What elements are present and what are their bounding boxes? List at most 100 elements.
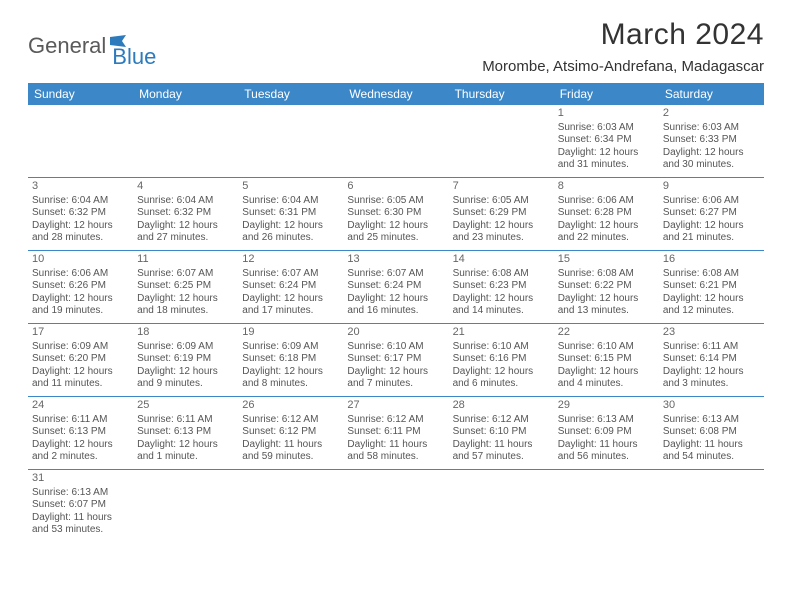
day-info-line: Daylight: 12 hours: [347, 220, 444, 233]
day-info-line: Sunrise: 6:13 AM: [663, 414, 760, 427]
day-info-line: and 4 minutes.: [558, 378, 655, 391]
day-info-line: Daylight: 12 hours: [137, 220, 234, 233]
location: Morombe, Atsimo-Andrefana, Madagascar: [482, 58, 764, 75]
day-info-line: and 14 minutes.: [453, 305, 550, 318]
day-info-line: Sunrise: 6:10 AM: [347, 341, 444, 354]
day-info-line: Daylight: 12 hours: [242, 220, 339, 233]
day-info-line: Sunrise: 6:11 AM: [663, 341, 760, 354]
day-cell: 9Sunrise: 6:06 AMSunset: 6:27 PMDaylight…: [659, 178, 764, 250]
day-info-line: Sunrise: 6:06 AM: [663, 195, 760, 208]
day-number: 3: [32, 180, 129, 194]
calendar: SundayMondayTuesdayWednesdayThursdayFrid…: [28, 83, 764, 542]
empty-day-cell: [343, 470, 448, 542]
day-info-line: and 16 minutes.: [347, 305, 444, 318]
day-info-line: Daylight: 12 hours: [663, 147, 760, 160]
day-number: 27: [347, 399, 444, 413]
day-info-line: Sunrise: 6:07 AM: [347, 268, 444, 281]
day-info-line: Sunrise: 6:07 AM: [242, 268, 339, 281]
day-info-line: Daylight: 12 hours: [137, 439, 234, 452]
day-number: 12: [242, 253, 339, 267]
day-info-line: Sunset: 6:09 PM: [558, 426, 655, 439]
day-info-line: and 26 minutes.: [242, 232, 339, 245]
day-info-line: Sunrise: 6:05 AM: [347, 195, 444, 208]
day-info-line: Daylight: 11 hours: [558, 439, 655, 452]
day-info-line: Sunrise: 6:10 AM: [453, 341, 550, 354]
day-info-line: and 57 minutes.: [453, 451, 550, 464]
day-cell: 8Sunrise: 6:06 AMSunset: 6:28 PMDaylight…: [554, 178, 659, 250]
day-number: 19: [242, 326, 339, 340]
week-row: 3Sunrise: 6:04 AMSunset: 6:32 PMDaylight…: [28, 178, 764, 251]
weekday-header: Friday: [554, 83, 659, 105]
day-cell: 20Sunrise: 6:10 AMSunset: 6:17 PMDayligh…: [343, 324, 448, 396]
day-info-line: and 28 minutes.: [32, 232, 129, 245]
weeks-container: 1Sunrise: 6:03 AMSunset: 6:34 PMDaylight…: [28, 105, 764, 542]
weekday-header: Tuesday: [238, 83, 343, 105]
day-number: 7: [453, 180, 550, 194]
day-info-line: Sunset: 6:16 PM: [453, 353, 550, 366]
day-info-line: Daylight: 12 hours: [558, 366, 655, 379]
day-info-line: Sunset: 6:13 PM: [32, 426, 129, 439]
day-info-line: Daylight: 12 hours: [347, 293, 444, 306]
day-info-line: Daylight: 12 hours: [663, 220, 760, 233]
day-info-line: and 54 minutes.: [663, 451, 760, 464]
day-info-line: and 21 minutes.: [663, 232, 760, 245]
day-info-line: and 1 minute.: [137, 451, 234, 464]
day-info-line: Sunrise: 6:06 AM: [558, 195, 655, 208]
day-number: 4: [137, 180, 234, 194]
day-info-line: and 56 minutes.: [558, 451, 655, 464]
day-number: 25: [137, 399, 234, 413]
day-number: 30: [663, 399, 760, 413]
day-info-line: and 11 minutes.: [32, 378, 129, 391]
day-cell: 28Sunrise: 6:12 AMSunset: 6:10 PMDayligh…: [449, 397, 554, 469]
day-info-line: Sunset: 6:19 PM: [137, 353, 234, 366]
day-info-line: and 3 minutes.: [663, 378, 760, 391]
day-info-line: Sunrise: 6:04 AM: [242, 195, 339, 208]
day-info-line: and 9 minutes.: [137, 378, 234, 391]
day-cell: 17Sunrise: 6:09 AMSunset: 6:20 PMDayligh…: [28, 324, 133, 396]
day-info-line: and 12 minutes.: [663, 305, 760, 318]
day-info-line: Sunrise: 6:12 AM: [453, 414, 550, 427]
day-info-line: Sunset: 6:32 PM: [32, 207, 129, 220]
day-info-line: Sunrise: 6:08 AM: [453, 268, 550, 281]
day-info-line: and 30 minutes.: [663, 159, 760, 172]
day-info-line: Sunrise: 6:04 AM: [137, 195, 234, 208]
empty-day-cell: [133, 105, 238, 177]
day-info-line: Sunset: 6:25 PM: [137, 280, 234, 293]
empty-day-cell: [133, 470, 238, 542]
day-info-line: and 58 minutes.: [347, 451, 444, 464]
week-row: 1Sunrise: 6:03 AMSunset: 6:34 PMDaylight…: [28, 105, 764, 178]
day-info-line: Daylight: 12 hours: [453, 220, 550, 233]
day-cell: 30Sunrise: 6:13 AMSunset: 6:08 PMDayligh…: [659, 397, 764, 469]
day-number: 1: [558, 107, 655, 121]
day-info-line: Daylight: 12 hours: [137, 366, 234, 379]
day-info-line: Sunset: 6:33 PM: [663, 134, 760, 147]
day-number: 28: [453, 399, 550, 413]
day-info-line: Daylight: 12 hours: [242, 293, 339, 306]
day-info-line: Daylight: 12 hours: [453, 366, 550, 379]
week-row: 10Sunrise: 6:06 AMSunset: 6:26 PMDayligh…: [28, 251, 764, 324]
day-cell: 2Sunrise: 6:03 AMSunset: 6:33 PMDaylight…: [659, 105, 764, 177]
day-info-line: Sunset: 6:30 PM: [347, 207, 444, 220]
empty-day-cell: [238, 105, 343, 177]
day-info-line: Sunrise: 6:03 AM: [663, 122, 760, 135]
day-cell: 3Sunrise: 6:04 AMSunset: 6:32 PMDaylight…: [28, 178, 133, 250]
day-info-line: Daylight: 12 hours: [137, 293, 234, 306]
day-number: 22: [558, 326, 655, 340]
day-info-line: Daylight: 12 hours: [32, 220, 129, 233]
day-info-line: Sunrise: 6:11 AM: [32, 414, 129, 427]
empty-day-cell: [238, 470, 343, 542]
weekday-header-row: SundayMondayTuesdayWednesdayThursdayFrid…: [28, 83, 764, 105]
day-info-line: Sunset: 6:08 PM: [663, 426, 760, 439]
day-info-line: Sunset: 6:21 PM: [663, 280, 760, 293]
day-info-line: Sunrise: 6:09 AM: [32, 341, 129, 354]
empty-day-cell: [28, 105, 133, 177]
day-info-line: Daylight: 11 hours: [453, 439, 550, 452]
day-cell: 10Sunrise: 6:06 AMSunset: 6:26 PMDayligh…: [28, 251, 133, 323]
day-info-line: Sunset: 6:22 PM: [558, 280, 655, 293]
day-info-line: and 8 minutes.: [242, 378, 339, 391]
day-info-line: Sunrise: 6:03 AM: [558, 122, 655, 135]
day-info-line: Daylight: 11 hours: [242, 439, 339, 452]
day-number: 26: [242, 399, 339, 413]
day-info-line: Sunrise: 6:09 AM: [242, 341, 339, 354]
logo-text-general: General: [28, 33, 106, 59]
